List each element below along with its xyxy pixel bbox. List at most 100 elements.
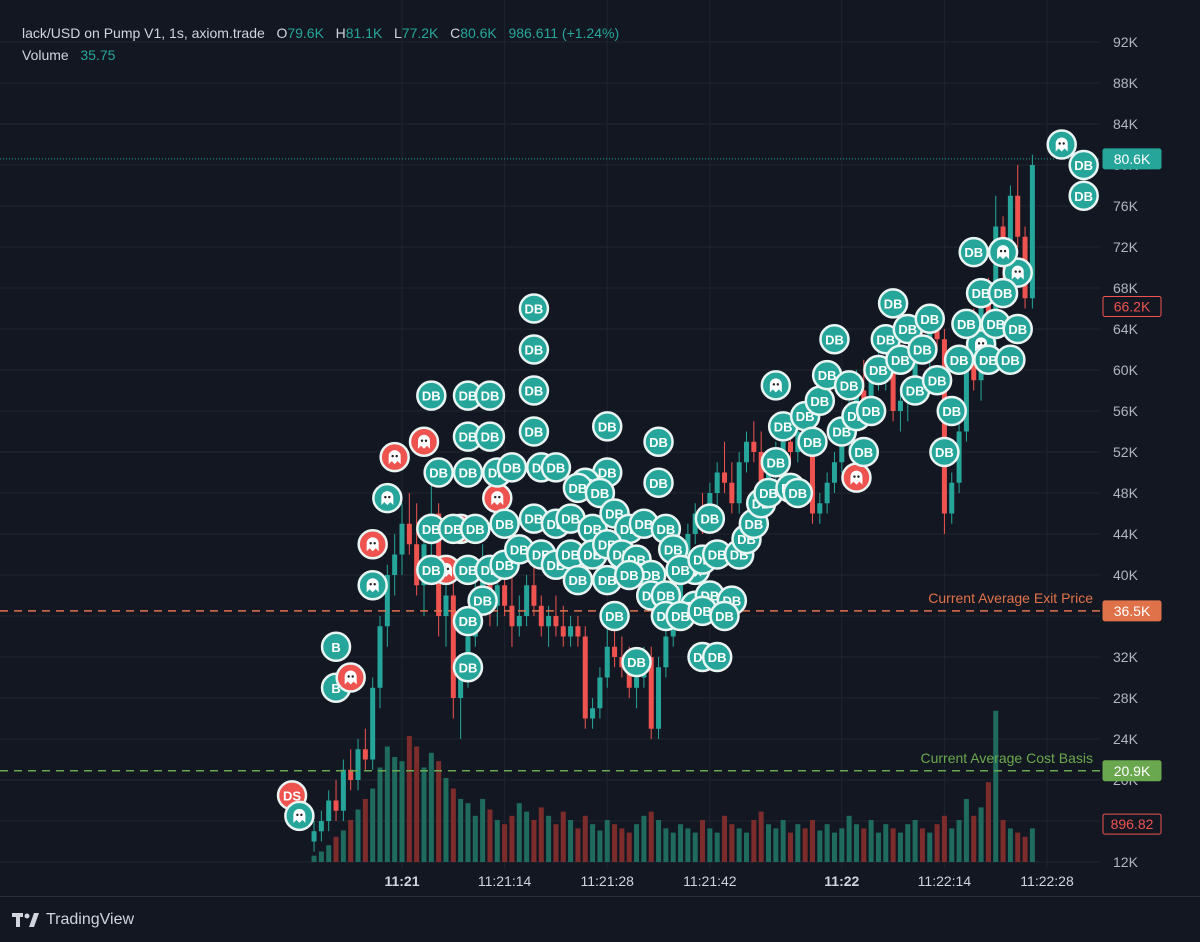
trade-marker-label: DB [884,296,903,311]
volume-bar [634,824,640,862]
y-tick-label: 72K [1113,239,1139,255]
candle-body [787,441,793,452]
y-tick-label: 68K [1113,280,1139,296]
volume-bar [641,815,647,862]
trade-marker-label: DB [979,353,998,368]
open-value: 79.6K [287,25,324,41]
trade-marker-label: DB [444,522,463,537]
trade-marker [987,277,1019,309]
candle-body [949,482,955,514]
trade-marker-label: DB [561,512,580,527]
ghost-icon [997,245,1010,260]
low-label: L [394,25,402,41]
trade-marker-label: DB [495,558,514,573]
volume-bar [480,799,486,862]
y-tick-label: 48K [1113,485,1139,501]
volume-bar [751,820,757,862]
y-tick-label: 64K [1113,321,1139,337]
trade-marker-label: DB [693,604,712,619]
trade-marker-label: DB [1074,158,1093,173]
low-value: 77.2K [401,25,439,41]
ghost-eye [776,383,780,386]
trade-marker [907,334,938,365]
trade-marker [416,380,447,411]
trade-marker [921,365,953,396]
volume-bar [509,815,515,862]
volume-bar [494,820,500,862]
x-tick-label: 11:21:42 [683,873,737,889]
volume-bar [575,828,581,862]
trade-marker-label: DB [503,460,522,475]
volume-bar [919,828,925,862]
high-label: H [335,25,346,41]
ghost-eye [977,342,981,345]
candle-body [758,452,764,493]
candle-body [971,359,977,381]
x-tick-label: 11:22:14 [918,873,972,889]
volume-bar [399,761,405,862]
candle-body [502,585,508,606]
trade-marker [995,344,1026,375]
ghost-eye [384,495,387,499]
trade-marker-label: DB [935,445,954,460]
ghost-eye [300,813,303,817]
trade-marker-label: DB [972,286,991,301]
volume-label: Volume [22,47,69,63]
trade-marker-label: DS [283,788,301,803]
trade-marker-label: DB [422,389,441,404]
volume-bar [707,828,713,862]
candle-body [560,626,566,637]
trade-marker-label: DB [459,389,478,404]
trade-marker [643,426,674,457]
candle-body [553,616,559,627]
price-axis-label-box [1102,760,1162,782]
ghost-eye [494,495,497,499]
trade-marker-label: DB [803,435,822,450]
ghost-eye [981,342,985,345]
volume-bar [971,815,977,862]
candlestick-chart[interactable]: 92K88K84K80K76K72K68K64K60K56K52K48K44K4… [0,0,1200,896]
volume-bar [560,811,566,862]
trade-marker [951,308,982,340]
y-tick-label: 84K [1113,116,1139,132]
trade-marker-label: DB [569,573,588,588]
trade-marker-label: DB [810,394,829,409]
volume-bar [1007,828,1013,862]
ghost-eye [1014,270,1017,273]
volume-bar [333,836,339,862]
trade-marker [936,395,967,427]
ghost-eye [369,583,372,586]
trade-marker [562,564,594,596]
y-tick-label: 12K [1113,854,1139,870]
trade-marker-label: DB [671,609,690,624]
price-axis-label: 36.5K [1114,603,1151,619]
candle-body [458,677,464,698]
volume-bar [619,828,625,862]
volume-bar [868,820,874,862]
trade-marker-label: DB [788,486,807,501]
trade-marker [452,605,484,637]
candle-body [897,400,903,411]
candle-body [524,585,530,616]
candle-body [678,564,684,606]
volume-bar [538,807,544,862]
candle-body [956,431,962,483]
price-line-caption: Current Average Cost Basis [921,750,1094,766]
ghost-eye [369,542,372,545]
tradingview-logo[interactable]: TradingView [12,911,134,929]
volume-bar [956,820,962,862]
trade-marker-label: DB [481,430,500,445]
ghost-eye [388,495,391,499]
trade-marker-label: DB [950,353,969,368]
trade-marker-label: DB [627,655,646,670]
trade-marker-label: DB [466,522,485,537]
candle-body [729,482,735,504]
ghost-icon [1011,265,1024,280]
trade-marker [877,288,909,319]
volume-bar [502,824,508,862]
trade-marker-label: DB [656,589,675,604]
trade-marker-label: DB [928,373,947,388]
trade-marker [518,416,550,447]
change-value: 986.611 (+1.24%) [508,25,620,41]
candle-body [912,339,918,391]
